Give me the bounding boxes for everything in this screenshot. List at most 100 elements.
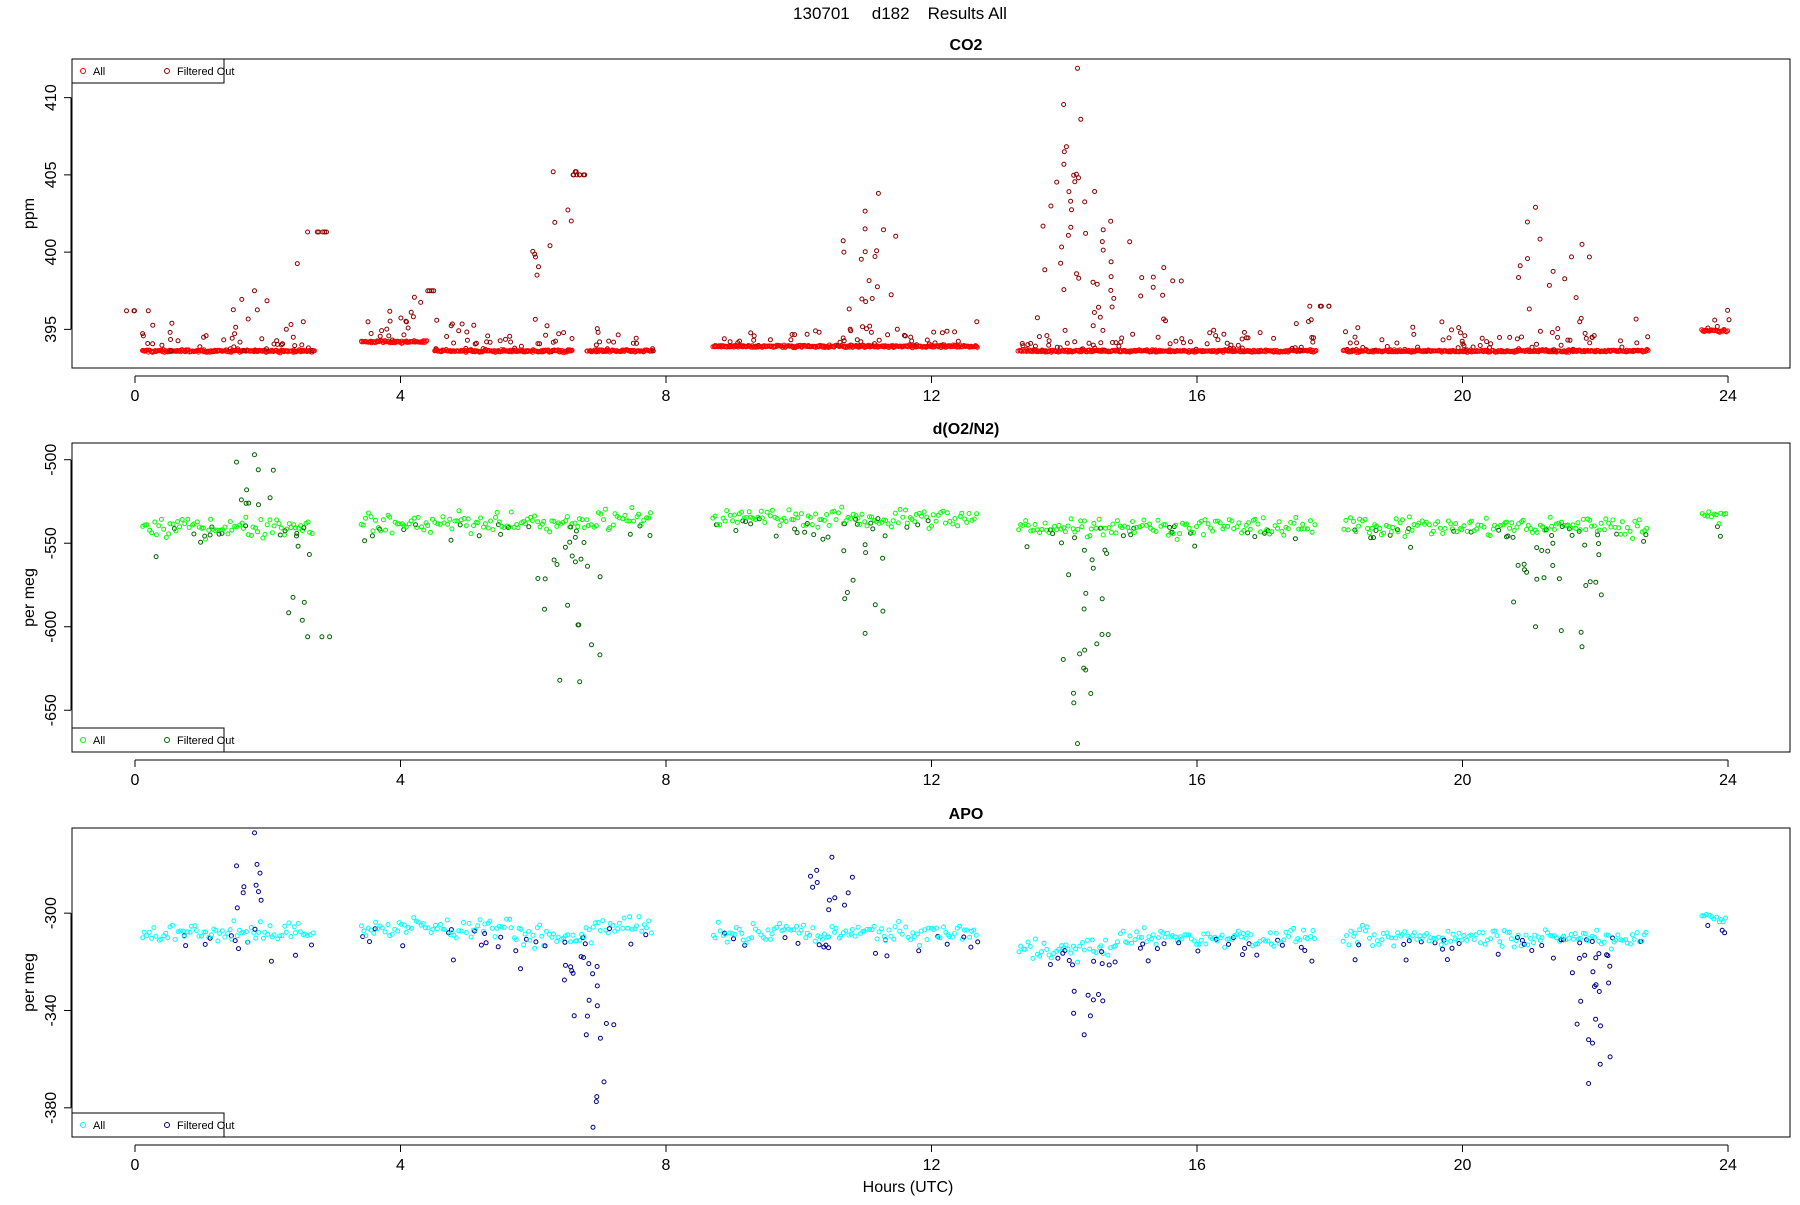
- point-filtered: [597, 1035, 603, 1041]
- point-all: [472, 927, 478, 933]
- y-axis: -300-340-380: [43, 897, 72, 1124]
- point-filtered: [643, 932, 649, 938]
- point-filtered: [1298, 944, 1304, 950]
- point-all: [759, 515, 765, 521]
- point-all: [1369, 525, 1375, 531]
- point-filtered: [1586, 254, 1592, 260]
- point-filtered: [846, 306, 852, 312]
- point-filtered: [569, 336, 575, 341]
- point-filtered: [893, 233, 899, 239]
- point-all: [758, 508, 764, 514]
- point-filtered: [1224, 340, 1230, 346]
- point-filtered: [252, 452, 257, 458]
- point-all: [602, 506, 608, 512]
- point-all: [581, 934, 587, 940]
- point-filtered: [240, 890, 246, 896]
- point-all: [425, 925, 431, 931]
- point-filtered: [863, 299, 869, 305]
- point-all: [361, 928, 367, 934]
- point-filtered: [1505, 533, 1511, 539]
- point-all: [822, 931, 827, 937]
- point-all: [179, 517, 185, 522]
- point-filtered: [727, 339, 733, 345]
- point-all: [225, 931, 231, 936]
- point-filtered: [788, 337, 794, 343]
- point-all: [1162, 522, 1168, 528]
- point-filtered: [581, 540, 587, 545]
- point-filtered: [1106, 962, 1112, 968]
- point-all: [311, 348, 317, 354]
- point-filtered: [270, 467, 276, 473]
- point-all: [904, 520, 910, 526]
- point-all: [1591, 523, 1597, 529]
- point-all: [1356, 523, 1361, 529]
- point-all: [1402, 929, 1408, 935]
- point-all: [1198, 937, 1204, 943]
- point-filtered: [569, 968, 575, 974]
- point-filtered: [975, 939, 981, 945]
- point-all: [798, 927, 804, 933]
- point-filtered: [1050, 531, 1056, 537]
- point-all: [1453, 521, 1459, 527]
- point-filtered: [532, 316, 538, 322]
- point-all: [449, 526, 455, 532]
- point-filtered: [1139, 275, 1145, 281]
- point-all: [1583, 527, 1589, 533]
- point-filtered: [1072, 339, 1078, 345]
- point-filtered: [1458, 330, 1463, 336]
- point-all: [265, 931, 271, 937]
- point-all: [1186, 525, 1192, 531]
- point-all: [1393, 935, 1399, 941]
- point-filtered: [1326, 303, 1332, 309]
- point-filtered: [792, 332, 798, 338]
- point-all: [886, 927, 892, 933]
- point-all: [253, 935, 259, 941]
- point-all: [530, 932, 536, 938]
- point-all: [786, 507, 792, 513]
- point-all: [1226, 517, 1232, 523]
- point-all: [1629, 932, 1635, 938]
- point-filtered: [449, 321, 455, 327]
- point-filtered: [1549, 330, 1555, 335]
- point-filtered: [1161, 941, 1167, 947]
- point-all: [1400, 517, 1405, 523]
- point-all: [1385, 934, 1391, 940]
- point-all: [1605, 932, 1611, 938]
- point-filtered: [867, 323, 873, 329]
- point-all: [468, 934, 474, 940]
- point-filtered: [829, 854, 835, 860]
- x-tick-label: 4: [396, 772, 405, 789]
- x-tick-label: 12: [923, 1157, 941, 1174]
- point-all: [1229, 518, 1235, 524]
- point-all: [1492, 928, 1498, 934]
- point-filtered: [1307, 303, 1313, 309]
- point-all: [1236, 520, 1242, 526]
- point-all: [813, 511, 819, 517]
- point-all: [644, 515, 650, 521]
- point-all: [237, 927, 242, 933]
- point-filtered: [299, 342, 305, 348]
- point-all: [769, 507, 775, 513]
- point-all: [1103, 525, 1109, 531]
- point-filtered: [1188, 339, 1193, 345]
- point-filtered: [1451, 528, 1457, 534]
- point-filtered: [1289, 345, 1295, 351]
- point-all: [1442, 526, 1448, 531]
- point-all: [1313, 348, 1319, 354]
- point-all: [277, 933, 283, 939]
- point-filtered: [1064, 340, 1070, 346]
- point-all: [1081, 947, 1087, 953]
- point-filtered: [826, 945, 831, 951]
- point-filtered: [1048, 203, 1054, 209]
- point-all: [781, 927, 787, 933]
- point-filtered: [476, 533, 482, 539]
- point-all: [227, 519, 233, 525]
- point-all: [208, 516, 214, 522]
- point-all: [278, 525, 284, 531]
- point-all: [1279, 528, 1285, 534]
- point-filtered: [1519, 937, 1525, 943]
- point-filtered: [1567, 337, 1573, 343]
- point-all: [1153, 529, 1159, 534]
- point-all: [496, 519, 502, 525]
- point-filtered: [1497, 335, 1502, 340]
